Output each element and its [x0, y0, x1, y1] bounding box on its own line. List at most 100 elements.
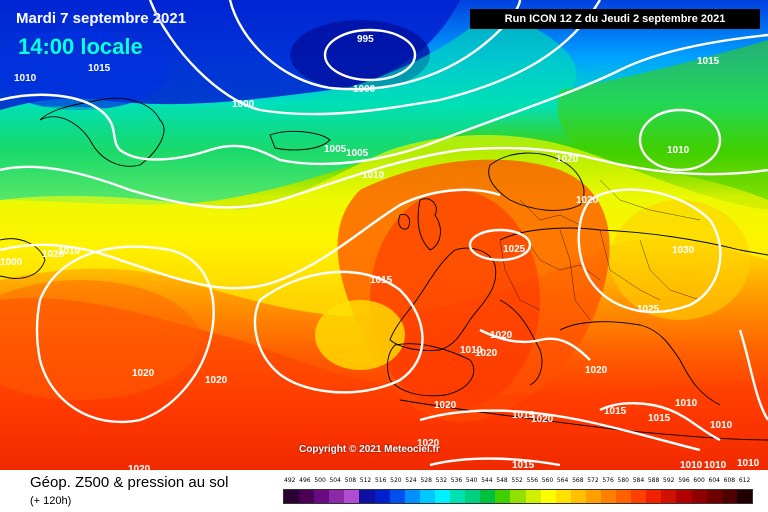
legend-swatch: [344, 490, 360, 503]
isobar-label: 1020: [531, 414, 554, 425]
legend-swatch: [284, 490, 300, 503]
isobar-label: 1020: [132, 368, 155, 379]
isobar-label: 1010: [667, 145, 690, 156]
isobar-label: 1020: [42, 249, 65, 260]
isobar-label: 1020: [205, 375, 228, 386]
legend-labels: 492 496 500 504 508 512 516 520 524 528 532 536 540 5…: [283, 477, 753, 487]
legend-label: 592: [663, 477, 675, 484]
legend-label: 604: [708, 477, 720, 484]
legend-label: 560: [541, 477, 554, 484]
legend-label: 544: [481, 477, 493, 484]
isobar-label: 1025: [503, 244, 526, 255]
isobar-label: 1010: [675, 398, 698, 409]
isobar-label: 1020: [576, 195, 599, 206]
legend-label: 580: [617, 477, 629, 484]
legend-swatch: [359, 490, 375, 503]
forecast-local-time: 14:00 locale: [18, 34, 143, 59]
legend-label: 528: [420, 477, 432, 484]
legend-swatch: [434, 490, 451, 503]
legend-swatch: [600, 490, 617, 503]
legend-label: 500: [314, 477, 326, 484]
isobar-label: 1030: [672, 245, 695, 256]
isobar-label: 1020: [128, 464, 151, 470]
legend-swatch: [389, 490, 405, 503]
legend-swatches: [283, 489, 753, 504]
isobar-label: 1010: [680, 460, 703, 470]
map-title: Géop. Z500 & pression au sol: [30, 474, 229, 491]
copyright-text: Copyright © 2021 Meteociel.fr: [299, 444, 440, 455]
legend-swatch: [450, 490, 466, 503]
legend-label: 536: [450, 477, 463, 484]
legend-label: 520: [390, 477, 402, 484]
legend-label: 608: [723, 477, 736, 484]
isobar-labels: 995 1000 1000 1015 1010 1015 1005 1005 1…: [0, 34, 760, 470]
legend-swatch: [721, 490, 737, 503]
legend-swatch: [540, 490, 556, 503]
legend-label: 492: [284, 477, 296, 484]
isobar-label: 1020: [556, 154, 579, 165]
isobar-label: 1025: [637, 304, 660, 315]
legend-label: 556: [526, 477, 539, 484]
legend-label: 552: [511, 477, 523, 484]
legend-label: 532: [435, 477, 448, 484]
legend-swatch: [585, 490, 601, 503]
isobar-label: 1010: [362, 170, 385, 181]
isobar-label: 1015: [697, 56, 720, 67]
legend-label: 540: [465, 477, 478, 484]
isobar-label: 1015: [512, 410, 535, 421]
legend-swatch: [706, 490, 722, 503]
legend-swatch: [374, 490, 390, 503]
forecast-lead-time: (+ 120h): [30, 495, 72, 507]
legend-swatch: [631, 490, 647, 503]
legend-swatch: [404, 490, 420, 503]
legend-label: 576: [602, 477, 614, 484]
legend-label: 572: [587, 477, 599, 484]
isobars: [0, 0, 768, 465]
legend-swatch: [570, 490, 586, 503]
country-borders: [499, 179, 701, 321]
run-info-banner: Run ICON 12 Z du Jeudi 2 septembre 2021: [470, 9, 760, 29]
isobar-label: 1020: [417, 438, 440, 449]
legend-label: 596: [678, 477, 690, 484]
isobar-label: 1010: [14, 73, 37, 84]
legend-swatch: [480, 490, 496, 503]
legend-swatch: [691, 490, 707, 503]
isobar-label: 1015: [370, 275, 393, 286]
legend-swatch: [736, 490, 752, 503]
legend-swatch: [510, 490, 526, 503]
legend-label: 512: [359, 477, 372, 484]
legend-swatch: [555, 490, 571, 503]
isobar-label: 1015: [512, 460, 535, 470]
isobar-label: 1020: [434, 400, 457, 411]
isobar-label: 1000: [232, 99, 255, 110]
legend-swatch: [419, 490, 435, 503]
legend-label: 548: [496, 477, 508, 484]
legend-label: 588: [647, 477, 660, 484]
isobar-label: 1015: [648, 413, 671, 424]
isobar-label: 1010: [710, 420, 733, 431]
legend-swatch: [525, 490, 541, 503]
legend-swatch: [299, 490, 315, 503]
isobar-label: 1000: [353, 84, 376, 95]
legend-label: 584: [632, 477, 645, 484]
isobar-label: 1020: [490, 330, 513, 341]
isobar-label: 1010: [704, 460, 727, 470]
legend-swatch: [616, 490, 632, 503]
isobar-label: 995: [357, 34, 374, 45]
isobar-label: 1020: [585, 365, 608, 376]
forecast-date: Mardi 7 septembre 2021: [16, 10, 187, 27]
legend-label: 524: [405, 477, 417, 484]
legend-label: 568: [572, 477, 584, 484]
isobar-label: 1000: [0, 257, 23, 268]
weather-map: 995 1000 1000 1015 1010 1015 1005 1005 1…: [0, 0, 768, 470]
legend-swatch: [495, 490, 511, 503]
isobar-label: 1010: [58, 246, 81, 257]
isobar-label: 1020: [475, 348, 498, 359]
legend-label: 612: [738, 477, 751, 484]
legend-label: 564: [556, 477, 569, 484]
isobar-label: 1005: [324, 144, 347, 155]
isobar-label: 1015: [88, 63, 111, 74]
color-scale-legend: 492 496 500 504 508 512 516 520 524 528 532 536 540 5…: [283, 477, 753, 505]
legend-swatch: [314, 490, 330, 503]
isobar-label: 1010: [460, 345, 483, 356]
